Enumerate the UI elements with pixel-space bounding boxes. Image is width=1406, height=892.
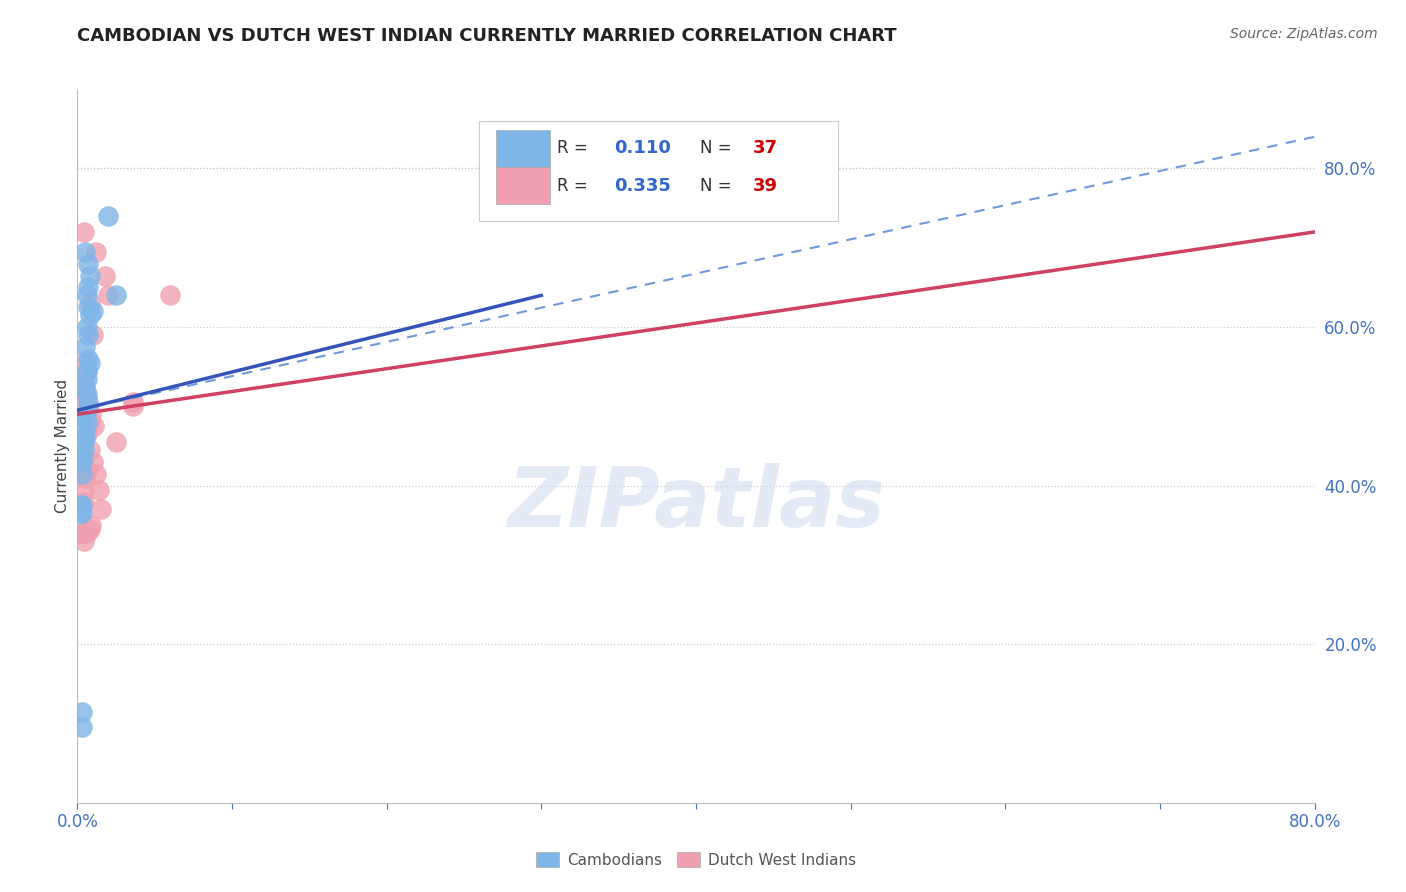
Point <box>79 442 101 457</box>
Point <box>77 351 100 366</box>
Point <box>75 407 96 421</box>
Point <box>79 296 101 310</box>
Point <box>69 499 91 513</box>
Point <box>75 395 96 409</box>
Text: R =: R = <box>557 139 593 157</box>
FancyBboxPatch shape <box>495 130 550 167</box>
Point <box>70 721 93 735</box>
Point <box>82 304 104 318</box>
Y-axis label: Currently Married: Currently Married <box>55 379 70 513</box>
Point <box>79 415 101 429</box>
Text: ZIPatlas: ZIPatlas <box>508 463 884 543</box>
Point <box>70 507 93 521</box>
Point <box>76 371 98 385</box>
Point <box>72 450 94 465</box>
Point <box>94 268 117 283</box>
Point <box>76 364 98 378</box>
Point <box>77 300 100 314</box>
Point <box>82 328 104 343</box>
Point <box>72 534 94 549</box>
Point <box>87 483 110 497</box>
Point <box>70 705 93 719</box>
Text: 0.110: 0.110 <box>614 139 671 157</box>
Point <box>79 356 101 370</box>
Point <box>76 415 98 429</box>
Point <box>70 392 93 406</box>
Point <box>75 340 96 354</box>
Point <box>72 376 94 390</box>
Point <box>97 288 120 302</box>
Point <box>76 403 98 417</box>
Text: Source: ZipAtlas.com: Source: ZipAtlas.com <box>1230 27 1378 41</box>
Point <box>82 455 104 469</box>
Point <box>75 379 96 393</box>
Point <box>70 526 93 541</box>
Text: N =: N = <box>700 177 737 194</box>
Point <box>75 431 96 445</box>
Point <box>77 328 100 343</box>
Point <box>77 395 100 409</box>
Legend: Cambodians, Dutch West Indians: Cambodians, Dutch West Indians <box>530 846 862 873</box>
Point <box>76 288 98 302</box>
Point <box>75 423 96 437</box>
Point <box>76 463 98 477</box>
Point <box>76 364 98 378</box>
Point <box>90 502 112 516</box>
Point <box>122 400 145 414</box>
Text: R =: R = <box>557 177 593 194</box>
Point <box>76 526 98 541</box>
Point <box>72 494 94 508</box>
Point <box>76 387 98 401</box>
Point <box>159 288 181 302</box>
Point <box>79 522 101 536</box>
Text: 37: 37 <box>752 139 778 157</box>
FancyBboxPatch shape <box>495 167 550 204</box>
Point <box>97 209 120 223</box>
Point <box>70 499 93 513</box>
Point <box>72 483 94 497</box>
Text: 0.335: 0.335 <box>614 177 671 194</box>
Point <box>76 427 98 442</box>
Point <box>105 288 128 302</box>
Point <box>77 257 100 271</box>
Point <box>75 471 96 485</box>
Point <box>72 435 94 450</box>
Point <box>75 356 96 370</box>
Point <box>70 467 93 481</box>
Point <box>75 384 96 398</box>
Point <box>79 268 101 283</box>
Point <box>75 244 96 259</box>
Point <box>72 403 94 417</box>
Point <box>105 435 128 450</box>
Text: CAMBODIAN VS DUTCH WEST INDIAN CURRENTLY MARRIED CORRELATION CHART: CAMBODIAN VS DUTCH WEST INDIAN CURRENTLY… <box>77 27 897 45</box>
Point <box>69 507 91 521</box>
Point <box>70 455 93 469</box>
Point <box>77 280 100 294</box>
FancyBboxPatch shape <box>479 121 838 221</box>
Point <box>122 395 145 409</box>
Text: N =: N = <box>700 139 737 157</box>
Point <box>80 518 103 533</box>
Point <box>72 442 94 457</box>
Point <box>80 407 103 421</box>
Point <box>79 308 101 322</box>
Point <box>70 526 93 541</box>
Point <box>77 400 100 414</box>
Point <box>72 411 94 425</box>
Point <box>76 392 98 406</box>
Text: 39: 39 <box>752 177 778 194</box>
Point <box>72 225 94 239</box>
Point <box>76 320 98 334</box>
Point <box>84 467 107 481</box>
Point <box>84 244 107 259</box>
Point <box>70 450 93 465</box>
Point <box>83 419 105 434</box>
